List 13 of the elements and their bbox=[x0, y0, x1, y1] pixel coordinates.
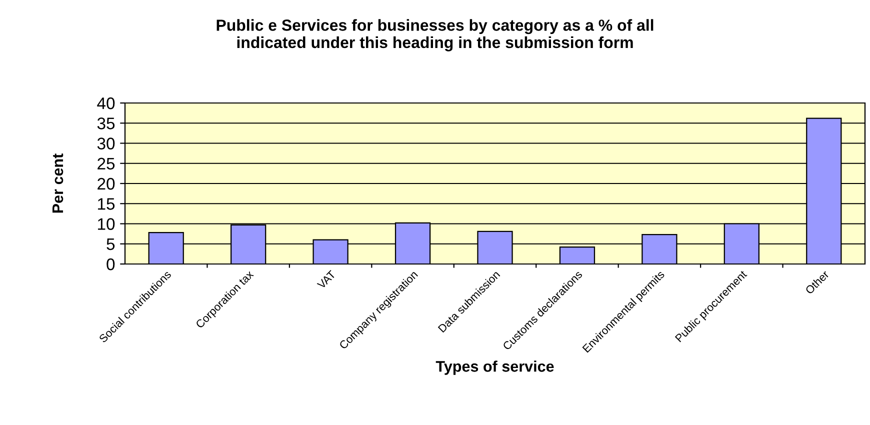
y-tick-label: 30 bbox=[97, 138, 115, 150]
chart-title: Public e Services for businesses by category as a % of all indicated under this heading in the submission form bbox=[216, 19, 654, 52]
y-tick-label: 10 bbox=[98, 218, 115, 230]
y-axis-title: Per cent bbox=[52, 154, 64, 213]
y-tick-label: 5 bbox=[106, 238, 115, 250]
y-tick-label: 35 bbox=[97, 118, 115, 130]
x-tick-label: VAT bbox=[316, 270, 336, 290]
y-tick-label: 25 bbox=[98, 158, 115, 170]
x-axis-title: Types of service bbox=[436, 360, 554, 375]
y-tick-label: 40 bbox=[97, 97, 115, 110]
y-tick-label: 15 bbox=[98, 198, 115, 210]
y-tick-label: 0 bbox=[106, 258, 115, 270]
y-tick-label: 20 bbox=[98, 178, 115, 190]
